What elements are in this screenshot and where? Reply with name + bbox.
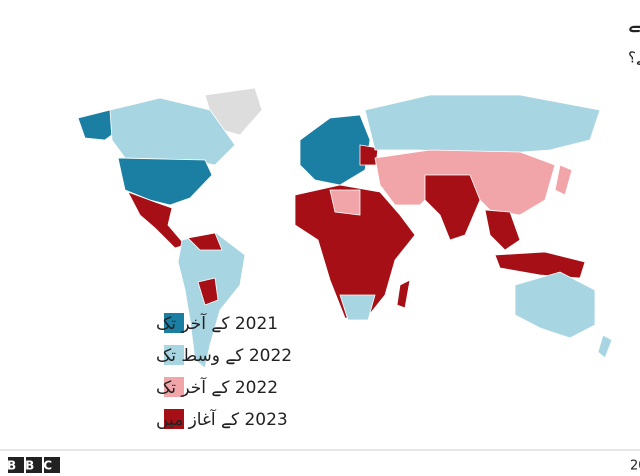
- land: [339, 294, 376, 321]
- world-map: [77, 87, 613, 369]
- land: [514, 271, 596, 339]
- land: [299, 114, 371, 186]
- land: [117, 157, 213, 206]
- land: [597, 334, 613, 359]
- title: امیر ممالک ویکسینیشنز میں آگے: [628, 7, 640, 34]
- legend-label: 2022 کے وسط تک: [156, 346, 292, 366]
- source: ذریعہ: دی اکانومسٹ انٹیلیجنس یونٹ، 1 مار…: [630, 459, 640, 474]
- legend-swatch: [164, 313, 184, 333]
- land: [187, 232, 223, 251]
- legend-swatch: [164, 409, 184, 429]
- land: [396, 279, 411, 309]
- land: [197, 277, 219, 306]
- land: [424, 174, 481, 241]
- land: [109, 97, 236, 166]
- legend-label: 2023 کے آغاز میں: [156, 408, 288, 430]
- legend-label: 2021 کے آخر تک: [156, 312, 278, 334]
- land: [554, 164, 573, 196]
- legend-label: 2022 کے آخر تک: [156, 376, 278, 398]
- logo-text: BBC: [7, 459, 61, 473]
- land: [294, 184, 416, 321]
- legend-swatch: [164, 345, 184, 365]
- land: [484, 209, 521, 251]
- bbc-logo: [8, 457, 60, 473]
- subtitle: مختلف ممالک کب تک بڑے پیمانے پر ویکسینیش…: [628, 49, 640, 68]
- land: [364, 94, 601, 156]
- land: [329, 189, 361, 216]
- land: [494, 251, 586, 279]
- legend-swatch: [164, 377, 184, 397]
- legend: 2021 کے آخر تک 2022 کے وسط تک 2022 کے آخ…: [156, 312, 292, 430]
